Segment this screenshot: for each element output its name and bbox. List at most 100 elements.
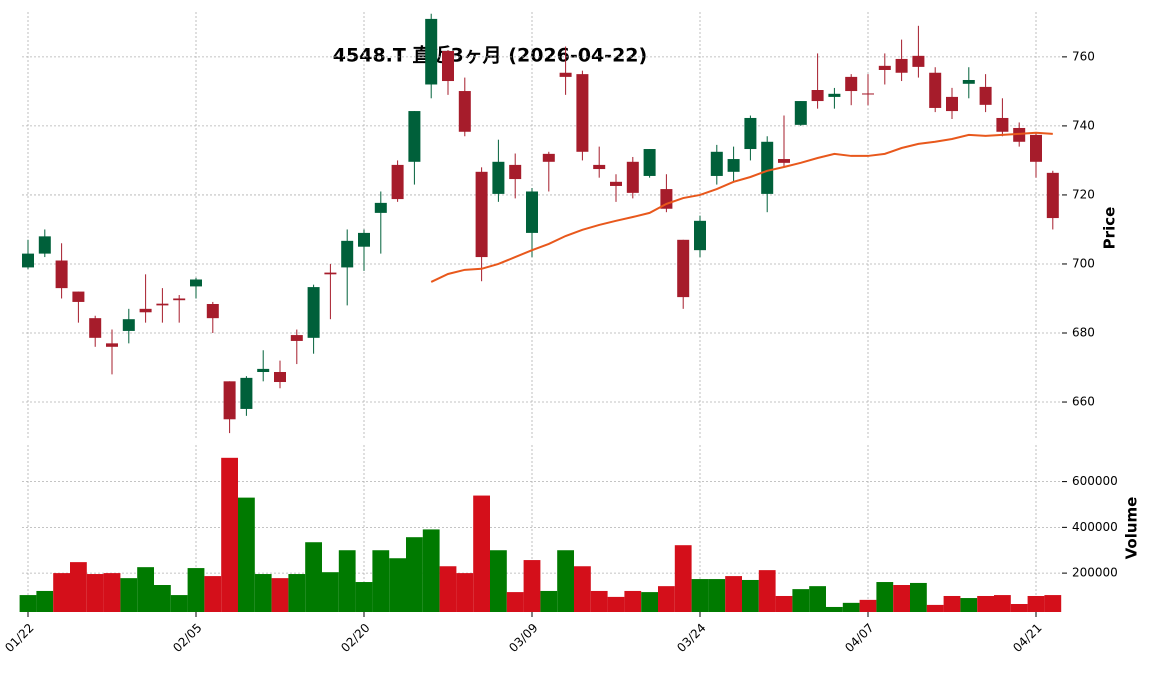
volume-bar (53, 573, 70, 612)
candle-body (542, 153, 555, 162)
candle-body (744, 117, 757, 150)
volume-bar (977, 595, 994, 612)
candle-body (1046, 172, 1059, 219)
volume-bar (406, 537, 423, 612)
candle-body (38, 236, 51, 254)
candle-body (173, 298, 186, 301)
candle-body (72, 291, 85, 302)
volume-bar (473, 495, 490, 612)
volume-bar (456, 573, 474, 612)
volume-bar (490, 550, 507, 612)
candle-body (929, 72, 942, 108)
volume-bar (170, 595, 188, 612)
candle-body (626, 161, 639, 193)
y-tick-label: 740 (1072, 118, 1095, 132)
volume-bar (842, 602, 860, 612)
volume-bar (775, 595, 793, 612)
candle-body (526, 191, 538, 233)
y-tick-label: 720 (1072, 187, 1095, 201)
volume-bar (792, 589, 810, 612)
volume-bar (422, 529, 440, 612)
candle-body (240, 377, 253, 409)
candle-body (374, 202, 387, 213)
y-tick-label: 600000 (1072, 474, 1118, 488)
candle-body (458, 91, 471, 132)
volume-bar (1044, 595, 1062, 612)
candle-body (122, 319, 135, 331)
candle-body (643, 149, 656, 176)
volume-bar (691, 579, 709, 612)
volume-bar (372, 550, 390, 612)
candle-body (358, 232, 370, 247)
volume-bar (658, 586, 675, 612)
candle-body (341, 240, 354, 268)
y-tick-label: 700 (1072, 256, 1095, 270)
candle-body (391, 164, 404, 200)
volume-bar (725, 576, 742, 612)
candle-body (475, 171, 488, 258)
y-axis-label: Volume (1123, 497, 1141, 560)
candle-body (408, 111, 421, 162)
volume-bar (154, 585, 171, 612)
volume-bar (1010, 603, 1028, 612)
candle-body (223, 381, 236, 420)
volume-bar (607, 596, 625, 612)
volume-bar (641, 592, 658, 612)
candle-body (425, 18, 438, 85)
volume-bar (506, 592, 524, 612)
volume-bar (590, 590, 608, 612)
y-tick-label: 400000 (1072, 520, 1118, 534)
candle-body (442, 51, 454, 82)
volume-bar (86, 574, 104, 612)
candle-body (710, 151, 723, 176)
volume-bar (187, 568, 205, 612)
y-axis-label: Price (1101, 207, 1119, 250)
candle-body (979, 86, 992, 105)
candle-body (156, 303, 169, 306)
candle-body (845, 76, 858, 92)
volume-bar (19, 595, 37, 612)
volume-bar (322, 572, 339, 612)
volume-bar (70, 562, 87, 612)
volume-bar (893, 585, 910, 612)
candle-body (761, 141, 774, 194)
candle-body (190, 279, 202, 287)
candle-body (946, 96, 958, 112)
volume-bar (557, 550, 574, 612)
x-tick-label: 02/20 (338, 621, 372, 655)
candle-body (811, 90, 824, 102)
volume-bar (271, 578, 289, 612)
x-tick-label: 04/21 (1010, 621, 1044, 655)
candle-body (492, 161, 505, 194)
volume-bar (826, 606, 843, 612)
candle-body (862, 93, 874, 95)
candle-body (1013, 127, 1026, 142)
volume-bar (994, 595, 1011, 612)
volume-bar (523, 560, 541, 612)
volume-bar (926, 604, 944, 612)
candle-body (89, 318, 102, 338)
candle-body (106, 343, 118, 347)
candle-body (274, 372, 286, 383)
y-tick-label: 660 (1072, 395, 1095, 409)
volume-bar (103, 573, 121, 612)
candle-body (324, 272, 337, 275)
chart-title: 4548.T 直近3ヶ月 (2026-04-22) (333, 44, 647, 67)
candle-body (878, 65, 891, 70)
volume-bar (943, 595, 961, 612)
y-tick-label: 760 (1072, 49, 1095, 63)
x-tick-label: 01/22 (2, 621, 36, 655)
x-tick-label: 03/24 (674, 621, 708, 655)
x-tick-label: 04/07 (842, 621, 876, 655)
y-tick-label: 680 (1072, 326, 1095, 340)
candle-body (912, 55, 925, 67)
candle-body (828, 93, 841, 97)
moving-average-line (430, 131, 1053, 283)
volume-bar (137, 567, 154, 612)
volume-bar (742, 579, 759, 612)
volume-bar (238, 497, 255, 612)
candle-body (576, 74, 589, 152)
volume-bar (338, 550, 356, 612)
volume-bar (910, 582, 927, 612)
